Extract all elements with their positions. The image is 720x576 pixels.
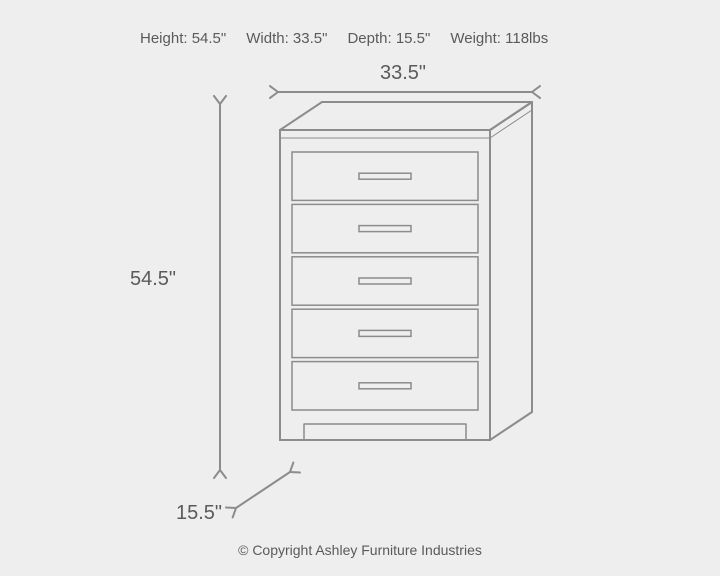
dim-label-depth: 15.5" [176,502,222,525]
copyright-text: © Copyright Ashley Furniture Industries [0,542,720,558]
dim-label-width: 33.5" [380,62,426,85]
dim-label-height: 54.5" [130,268,176,291]
diagram-canvas [0,0,720,576]
